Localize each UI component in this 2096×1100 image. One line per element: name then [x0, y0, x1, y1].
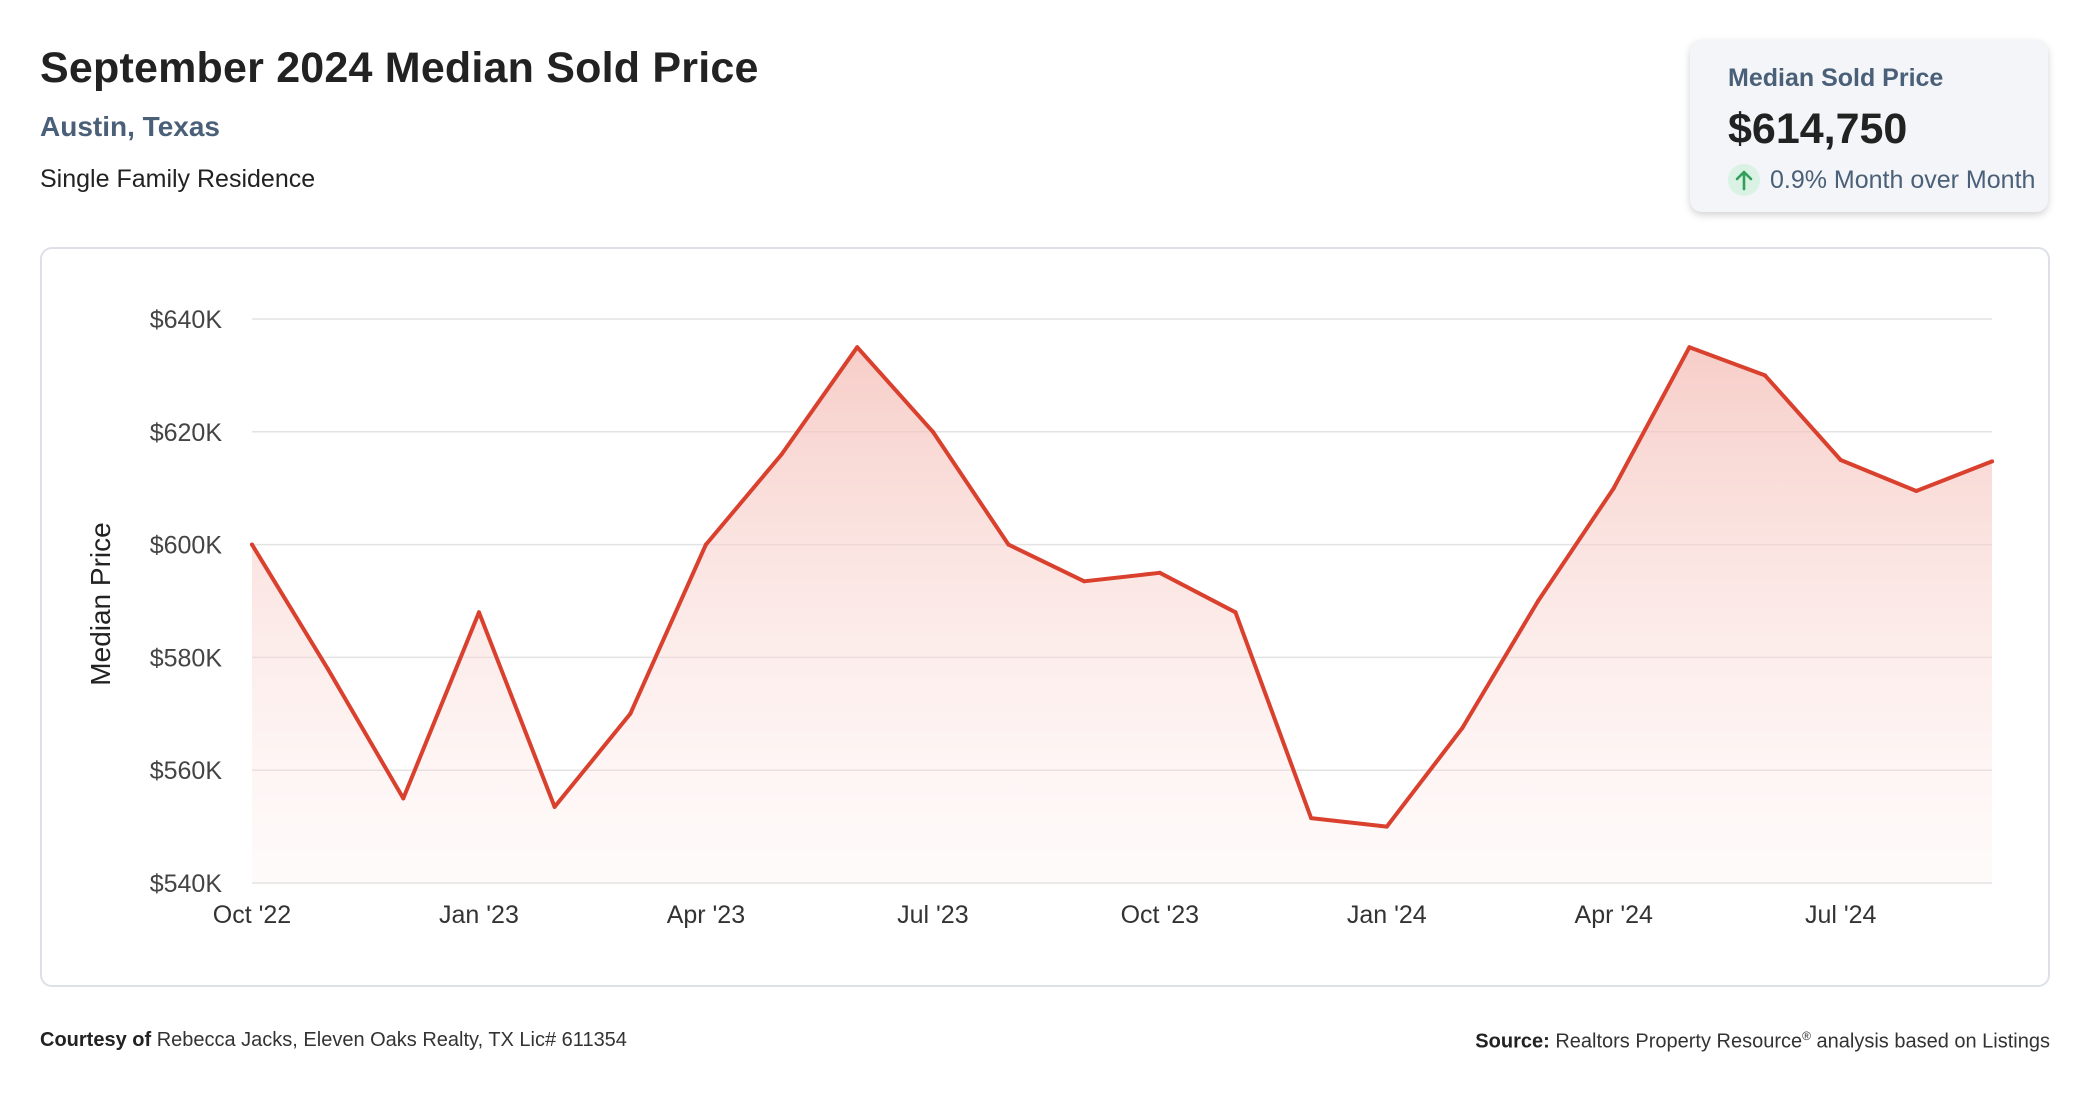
- y-tick-label: $620K: [150, 419, 223, 447]
- data-point: [703, 542, 708, 547]
- data-point: [1082, 579, 1087, 584]
- data-point: [1460, 725, 1465, 730]
- data-point: [1914, 489, 1919, 494]
- data-point: [1990, 459, 1994, 464]
- median-price-chart: $640K $620K $600K $580K $560K $540K Oct '22 Ja…: [85, 306, 1994, 929]
- arrow-up-icon: [1728, 164, 1760, 196]
- registered-mark: ®: [1802, 1029, 1811, 1043]
- data-point: [779, 452, 784, 457]
- y-tick-label: $580K: [150, 644, 223, 672]
- data-point: [1536, 599, 1541, 603]
- y-tick-label: $540K: [150, 870, 223, 898]
- price-area-fill: [252, 347, 1992, 883]
- courtesy-footer: Courtesy of Rebecca Jacks, Eleven Oaks R…: [40, 1029, 627, 1052]
- y-axis-label: Median Price: [85, 522, 116, 685]
- source-footer: Source: Realtors Property Resource® anal…: [1475, 1029, 2050, 1054]
- y-tick-label: $640K: [150, 306, 223, 334]
- stat-label: Median Sold Price: [1728, 64, 1944, 92]
- x-tick-label: Apr '23: [667, 901, 745, 929]
- data-point: [1687, 345, 1692, 350]
- x-tick-label: Apr '24: [1575, 901, 1654, 929]
- stat-value: $614,750: [1728, 105, 1908, 153]
- source-label: Source:: [1475, 1030, 1550, 1053]
- chart-container: $640K $620K $600K $580K $560K $540K Oct '22 Ja…: [40, 247, 2050, 987]
- x-tick-label: Oct '22: [213, 901, 291, 929]
- header: September 2024 Median Sold Price Austin,…: [40, 44, 759, 194]
- data-point: [1611, 486, 1616, 491]
- page-title: September 2024 Median Sold Price: [40, 44, 759, 92]
- x-tick-label: Jan '24: [1347, 901, 1427, 929]
- location-subtitle: Austin, Texas: [40, 111, 220, 142]
- price-series-line: [250, 345, 1994, 829]
- data-point: [1309, 816, 1314, 821]
- data-point: [476, 610, 481, 615]
- data-point: [552, 804, 557, 809]
- source-suffix: analysis based on Listings: [1816, 1030, 2050, 1053]
- property-type-label: Single Family Residence: [40, 165, 316, 193]
- x-tick-label: Oct '23: [1121, 901, 1199, 929]
- data-point: [1384, 824, 1389, 829]
- data-point: [1763, 373, 1768, 378]
- data-point: [628, 711, 633, 716]
- data-point: [401, 796, 406, 801]
- data-point: [1233, 610, 1238, 615]
- courtesy-label: Courtesy of: [40, 1029, 152, 1051]
- data-point: [855, 345, 860, 350]
- data-point: [1157, 570, 1162, 575]
- y-tick-label: $600K: [150, 532, 223, 560]
- x-tick-label: Jul '23: [897, 901, 968, 929]
- stat-change: 0.9% Month over Month: [1728, 164, 2048, 196]
- source-text: Realtors Property Resource: [1555, 1030, 1803, 1053]
- stat-change-text: 0.9% Month over Month: [1770, 165, 2036, 194]
- x-tick-label: Jul '24: [1805, 901, 1877, 929]
- x-tick-label: Jan '23: [439, 901, 519, 929]
- median-price-card: Median Sold Price $614,750 0.9% Month ov…: [1690, 40, 2048, 212]
- data-point: [1838, 458, 1843, 462]
- y-tick-label: $560K: [150, 757, 223, 785]
- courtesy-text: Rebecca Jacks, Eleven Oaks Realty, TX Li…: [156, 1029, 627, 1051]
- data-point: [325, 666, 330, 671]
- data-point: [1006, 542, 1011, 547]
- data-point: [250, 542, 254, 547]
- data-point: [930, 429, 935, 434]
